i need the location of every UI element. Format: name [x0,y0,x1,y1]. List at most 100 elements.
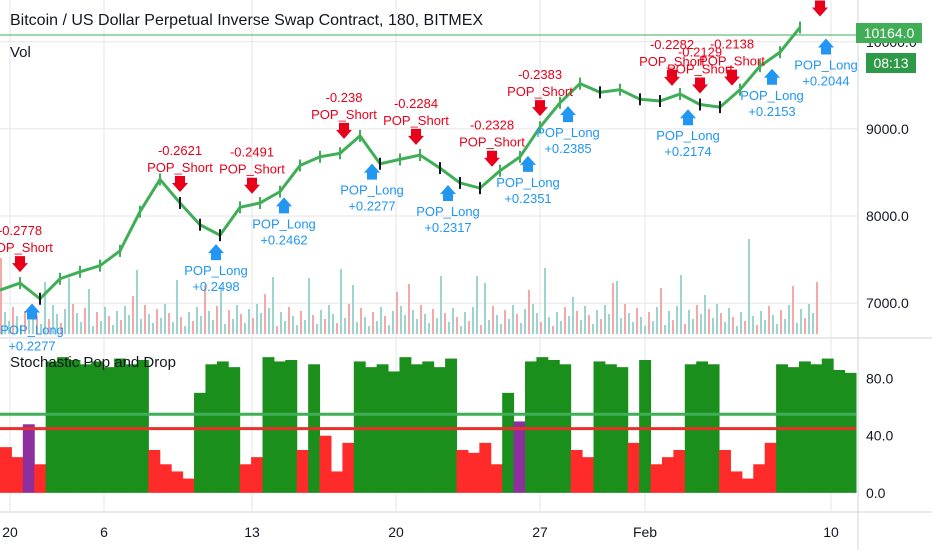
volume-bar [416,319,418,334]
volume-bar [384,316,386,334]
volume-bar [624,304,626,334]
volume-bar [136,270,138,334]
volume-bar [500,324,502,334]
volume-bar [360,308,362,334]
volume-bar [628,313,630,334]
long-arrow [818,38,834,55]
short-arrow [408,128,424,145]
short-value-label: -0.2383 [518,67,562,82]
volume-bar [532,304,534,334]
stoch-bar [730,471,743,493]
stoch-bar [399,357,412,493]
volume-bar [132,296,134,334]
stoch-tick-label: 40.0 [866,428,893,444]
volume-bar [596,310,598,334]
volume-bar [576,311,578,334]
volume-bar [536,313,538,334]
short-name-label: POP_Short [699,54,765,69]
volume-bar [604,305,606,334]
short-value-label: -0.2491 [230,145,274,160]
volume-bar [4,312,6,334]
volume-bar [548,317,550,334]
stoch-tick-label: 80.0 [866,371,893,387]
volume-bar [480,325,482,334]
short-arrow [724,69,740,86]
volume-bar [488,320,490,334]
volume-bar [740,312,742,334]
long-value-label: +0.2153 [748,104,795,119]
volume-bar [376,321,378,334]
volume-bar [432,309,434,334]
volume-bar [744,321,746,334]
volume-bar [508,319,510,334]
volume-bar [144,305,146,334]
volume-bar [436,318,438,334]
long-arrow [764,68,780,85]
long-value-label: +0.2385 [544,141,591,156]
volume-bar [248,309,250,334]
long-arrow [276,197,292,214]
stoch-bar [844,372,857,493]
time-tick-label: 10 [823,524,839,540]
short-name-label: POP_Short [639,54,705,69]
volume-bar [684,324,686,334]
volume-bar [612,283,614,334]
volume-bar [800,309,802,334]
volume-bar [88,289,90,334]
short-name-label: POP_Short [311,107,377,122]
volume-bar [356,322,358,334]
stoch-bar [22,424,35,493]
volume-bar [264,294,266,334]
long-arrow [440,185,456,202]
volume-bar [564,307,566,334]
volume-bar [116,311,118,334]
volume-bar [276,326,278,334]
long-value-label: +0.2462 [260,232,307,247]
stoch-bar [833,370,846,493]
volume-bar [348,304,350,334]
short-name-label: POP_Short [383,113,449,128]
long-name-label: POP_Long [0,323,64,338]
stoch-bar [479,442,492,493]
volume-bar [312,315,314,334]
short-arrow [244,177,260,194]
volume-bar [664,325,666,334]
volume-bar [724,322,726,334]
time-tick-label: 13 [244,524,260,540]
volume-bar [284,321,286,334]
volume-bar [120,320,122,334]
stoch-bar [547,360,560,493]
volume-bar [520,323,522,334]
stoch-bar [719,450,731,493]
long-name-label: POP_Long [740,88,804,103]
stoch-bar [239,464,252,493]
price-tick-label: 8000.0 [866,208,909,224]
volume-bar [344,318,346,334]
volume-bar [704,295,706,334]
time-tick-label: 27 [532,524,548,540]
volume-bar [468,321,470,334]
volume-bar [336,323,338,334]
long-name-label: POP_Long [656,128,720,143]
volume-bar [288,307,290,334]
volume-bar [652,321,654,334]
volume-bar [20,325,22,334]
volume-bar [768,306,770,334]
volume-bar [252,318,254,334]
volume-bar [100,321,102,334]
volume-bar [84,308,86,334]
volume-bar [484,283,486,334]
long-value-label: +0.2317 [424,220,471,235]
stoch-bar [661,457,674,493]
long-arrow [680,109,696,126]
volume-bar [48,319,50,334]
volume-bar [224,324,226,334]
volume-bar [76,313,78,334]
volume-bar [260,313,262,334]
volume-bar [720,313,722,334]
volume-bar [0,258,2,334]
countdown-tag: 08:13 [866,53,916,73]
short-name-label: POP_Short [0,240,53,255]
volume-bar [368,326,370,334]
long-value-label: +0.2277 [348,199,395,214]
